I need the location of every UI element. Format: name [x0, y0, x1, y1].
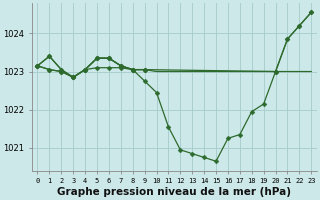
X-axis label: Graphe pression niveau de la mer (hPa): Graphe pression niveau de la mer (hPa) [57, 187, 292, 197]
